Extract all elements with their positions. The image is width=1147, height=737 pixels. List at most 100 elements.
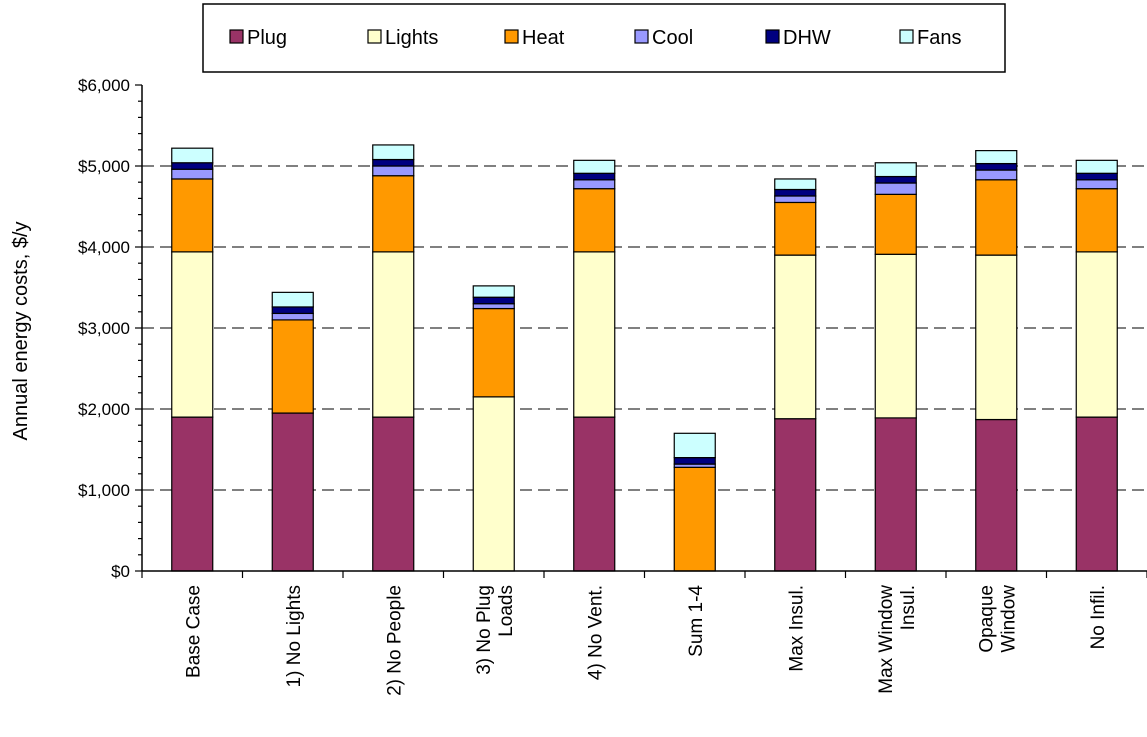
- legend-label: Plug: [247, 27, 287, 49]
- bar-segment-cool: [271, 312, 314, 321]
- bar-segment-fans: [874, 162, 917, 178]
- bar-segment-heat: [372, 175, 415, 253]
- x-tick-label: 1) No Lights: [284, 585, 305, 687]
- bar-segment-fans: [271, 291, 314, 308]
- y-axis-label: Annual energy costs, $/y: [10, 221, 32, 440]
- legend-item-plug[interactable]: Plug: [229, 27, 287, 49]
- x-tick-label-line: Max Window: [876, 585, 897, 694]
- bar-segment-cool: [573, 179, 616, 190]
- bar-segment-plug: [171, 416, 214, 572]
- legend-label: Cool: [652, 27, 693, 49]
- x-tick-label: 2) No People: [384, 585, 405, 696]
- bar-segment-plug: [372, 416, 415, 572]
- x-tick-label-line: 3) No Plug: [474, 585, 495, 675]
- bar-segment-plug: [271, 412, 314, 572]
- x-tick-label-line: Insul.: [898, 585, 919, 630]
- legend-label: DHW: [783, 27, 831, 49]
- legend-label: Lights: [385, 27, 438, 49]
- x-tick-label: Opaque Window: [976, 585, 1019, 653]
- bar-segment-heat: [271, 319, 314, 414]
- x-tick-label: No Infil.: [1088, 585, 1109, 649]
- bar-segment-heat: [472, 307, 515, 398]
- legend-item-fans[interactable]: Fans: [899, 27, 961, 49]
- bar-segment-heat: [673, 466, 716, 572]
- bars: [171, 144, 1118, 572]
- bar-segment-dhw: [573, 172, 616, 181]
- y-tick-label: $3,000: [78, 319, 130, 338]
- x-tick-label-line: Opaque: [976, 585, 997, 653]
- bar-segment-fans: [975, 150, 1018, 165]
- x-tick-label-line: Base Case: [183, 585, 204, 678]
- bar-segment-heat: [1075, 188, 1118, 253]
- x-tick-label-line: 2) No People: [384, 585, 405, 696]
- bar-segment-cool: [874, 182, 917, 195]
- axes: $0 $1,000 $2,000 $3,000 $4,000 $5,000 $6,000 Ba…: [78, 76, 1147, 696]
- legend-swatch: [367, 29, 382, 44]
- legend-swatch: [504, 29, 519, 44]
- bar-segment-cool: [171, 168, 214, 180]
- x-tick-label-line: Sum 1-4: [686, 585, 707, 657]
- bar-segment-cool: [372, 165, 415, 177]
- x-tick-label: Max Window Insul.: [876, 585, 919, 694]
- legend-label: Fans: [917, 27, 961, 49]
- bar-segment-cool: [472, 303, 515, 310]
- bar-segment-lights: [774, 254, 817, 420]
- x-tick-label: 4) No Vent.: [585, 585, 606, 680]
- bar-segment-heat: [171, 178, 214, 253]
- bar-segment-fans: [472, 285, 515, 298]
- x-tick-label: Base Case: [183, 585, 204, 678]
- bar-segment-lights: [573, 251, 616, 418]
- legend-box: [202, 3, 1006, 73]
- legend-item-lights[interactable]: Lights: [367, 27, 438, 49]
- bar-segment-heat: [573, 188, 616, 253]
- bar-segment-dhw: [1075, 172, 1118, 181]
- bar-segment-lights: [472, 396, 515, 572]
- bar-segment-plug: [874, 417, 917, 572]
- legend-swatch: [634, 29, 649, 44]
- x-tick-label-line: Max Insul.: [786, 585, 807, 672]
- bar-segment-fans: [171, 147, 214, 164]
- y-tick-label: $4,000: [78, 238, 130, 257]
- bar-segment-fans: [573, 159, 616, 174]
- bar-segment-dhw: [472, 296, 515, 305]
- legend[interactable]: Plug Lights Heat Cool DHW Fans: [202, 3, 1006, 73]
- bar-segment-dhw: [673, 457, 716, 465]
- legend-item-heat[interactable]: Heat: [504, 27, 565, 49]
- bar-segment-lights: [1075, 251, 1118, 418]
- bar-segment-heat: [774, 201, 817, 256]
- legend-swatch: [899, 29, 914, 44]
- bar-segment-cool: [975, 169, 1018, 181]
- bar-segment-heat: [874, 193, 917, 255]
- legend-swatch: [765, 29, 780, 44]
- bar-segment-cool: [774, 195, 817, 204]
- bar-segment-plug: [1075, 416, 1118, 572]
- legend-item-cool[interactable]: Cool: [634, 27, 693, 49]
- bar-segment-lights: [874, 253, 917, 419]
- y-tick-label: $0: [111, 562, 130, 581]
- legend-swatch: [229, 29, 244, 44]
- bar-segment-dhw: [975, 162, 1018, 171]
- x-tick-label-line: 4) No Vent.: [585, 585, 606, 680]
- bar-segment-plug: [975, 418, 1018, 572]
- x-tick-label: Sum 1-4: [686, 585, 707, 657]
- bar-segment-lights: [372, 251, 415, 418]
- legend-item-dhw[interactable]: DHW: [765, 27, 831, 49]
- y-tick-label: $1,000: [78, 481, 130, 500]
- x-tick-label: 3) No Plug Loads: [474, 585, 517, 675]
- legend-label: Heat: [522, 27, 565, 49]
- bar-segment-lights: [975, 254, 1018, 421]
- bar-segment-dhw: [171, 162, 214, 170]
- x-tick-label-line: Loads: [496, 585, 517, 637]
- bar-segment-plug: [573, 416, 616, 572]
- x-tick-label-line: Window: [998, 585, 1019, 653]
- x-tick-label: Max Insul.: [786, 585, 807, 672]
- bar-segment-fans: [774, 178, 817, 191]
- x-tick-label-line: 1) No Lights: [284, 585, 305, 687]
- bar-segment-dhw: [874, 175, 917, 184]
- bar-segment-fans: [673, 432, 716, 459]
- bar-segment-fans: [1075, 159, 1118, 174]
- x-tick-label-line: No Infil.: [1088, 585, 1109, 649]
- bar-segment-fans: [372, 144, 415, 161]
